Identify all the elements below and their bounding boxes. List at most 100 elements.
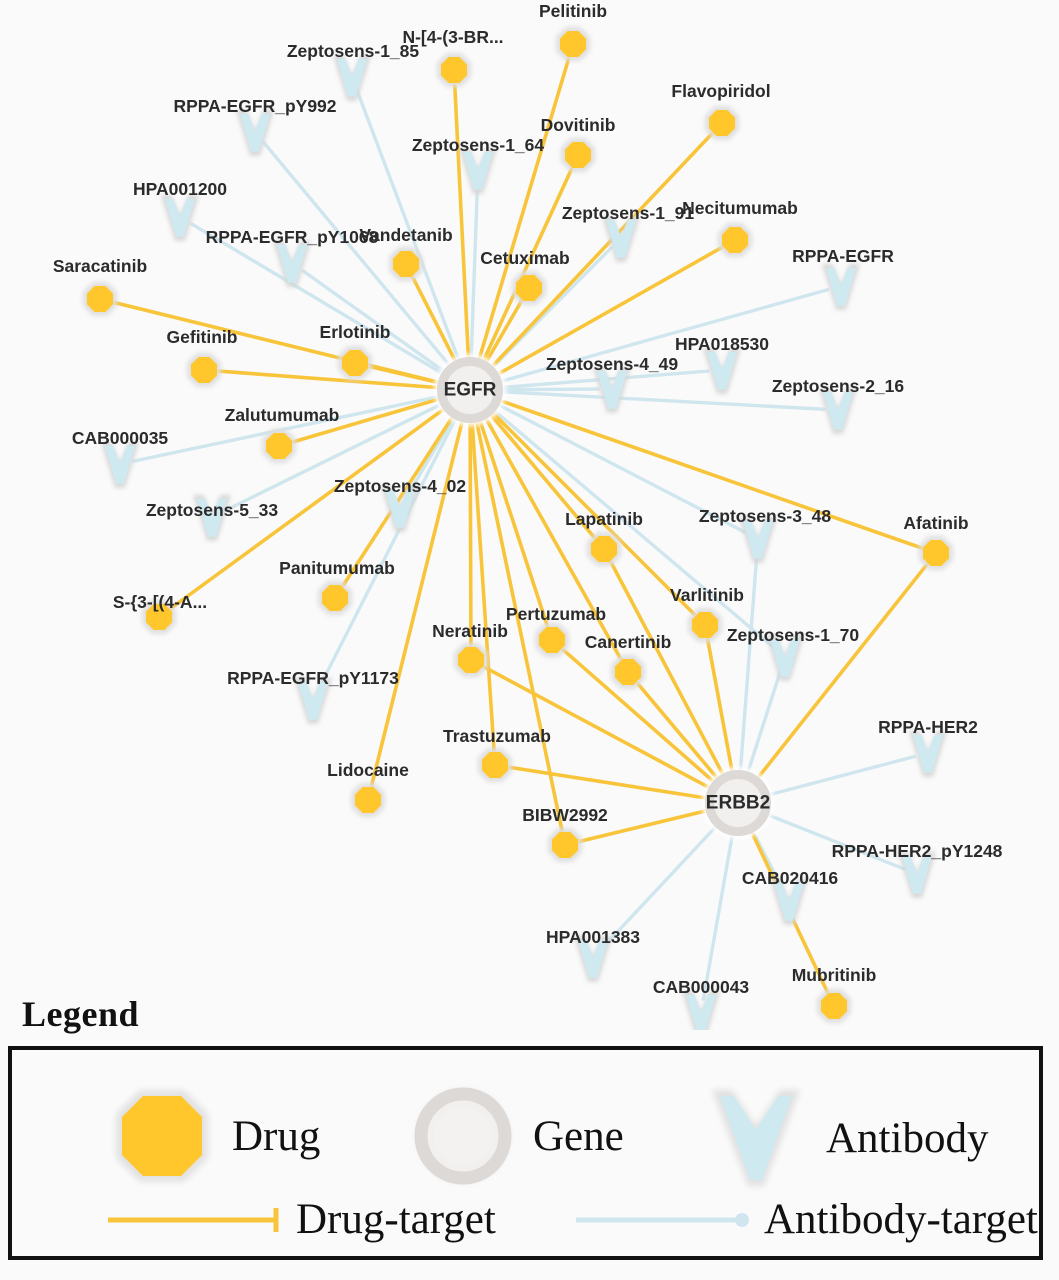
drug-target-edge[interactable]: [634, 680, 721, 782]
gene-node[interactable]: [702, 767, 774, 839]
antibody-target-edge[interactable]: [497, 389, 826, 411]
drug-target-edge[interactable]: [481, 664, 713, 791]
drug-target-edge[interactable]: [216, 369, 441, 390]
drug-node[interactable]: [437, 53, 471, 87]
antibody-target-edge[interactable]: [131, 394, 444, 463]
antibody-node[interactable]: [161, 194, 199, 241]
gene-node[interactable]: [434, 354, 506, 426]
antibody-target-edge[interactable]: [497, 387, 600, 392]
antibody-target-edge[interactable]: [496, 288, 830, 384]
drug-node[interactable]: [705, 106, 739, 140]
drug-target-edge[interactable]: [495, 244, 725, 377]
drug-target-edge[interactable]: [477, 417, 550, 629]
antibody-target-edge[interactable]: [494, 401, 748, 535]
antibody-node[interactable]: [703, 347, 741, 394]
drug-node[interactable]: [478, 748, 512, 782]
antibody-target-edge[interactable]: [745, 668, 783, 778]
antibody-target-edge[interactable]: [600, 822, 720, 950]
drug-node[interactable]: [142, 600, 176, 634]
drug-target-edge[interactable]: [470, 419, 496, 753]
drug-target-edge[interactable]: [560, 647, 717, 785]
drug-target-edge[interactable]: [476, 55, 572, 362]
drug-target-edge[interactable]: [755, 562, 930, 781]
antibody-node[interactable]: [236, 109, 274, 156]
drug-node[interactable]: [535, 623, 569, 657]
antibody-target-edge[interactable]: [317, 414, 459, 690]
antibody-node[interactable]: [574, 935, 612, 982]
drug-target-edge[interactable]: [483, 298, 525, 365]
antibody-target-edge[interactable]: [262, 141, 454, 370]
drug-node-layer[interactable]: [83, 27, 953, 1023]
antibody-node[interactable]: [273, 240, 311, 287]
antibody-node[interactable]: [766, 634, 804, 681]
node-label: Afatinib: [903, 513, 968, 533]
drug-target-edge[interactable]: [497, 398, 925, 551]
antibody-target-edge[interactable]: [490, 407, 777, 650]
drug-target-edge[interactable]: [705, 637, 735, 774]
drug-node[interactable]: [187, 353, 221, 387]
drug-target-edge[interactable]: [367, 364, 442, 385]
drug-node[interactable]: [318, 581, 352, 615]
antibody-node[interactable]: [381, 485, 419, 532]
antibody-node[interactable]: [770, 878, 808, 925]
drug-node[interactable]: [611, 655, 645, 689]
drug-node[interactable]: [556, 27, 590, 61]
antibody-node[interactable]: [822, 263, 860, 310]
drug-node[interactable]: [688, 608, 722, 642]
antibody-target-edge[interactable]: [764, 754, 917, 798]
drug-target-edge[interactable]: [480, 166, 575, 364]
drug-node[interactable]: [548, 828, 582, 862]
antibody-node[interactable]: [333, 54, 371, 101]
antibody-target-edge[interactable]: [738, 551, 759, 776]
antibody-target-edge[interactable]: [701, 829, 735, 1001]
drug-target-edge[interactable]: [489, 131, 715, 370]
drug-target-edge[interactable]: [577, 808, 710, 844]
antibody-node[interactable]: [101, 441, 139, 488]
drug-target-edge[interactable]: [489, 409, 698, 618]
drug-target-edge[interactable]: [487, 411, 597, 541]
antibody-node[interactable]: [739, 516, 777, 563]
drug-target-edge[interactable]: [507, 765, 709, 801]
drug-node[interactable]: [587, 532, 621, 566]
drug-node[interactable]: [561, 138, 595, 172]
drug-node[interactable]: [83, 282, 117, 316]
drug-target-edge[interactable]: [608, 559, 726, 778]
drug-node[interactable]: [389, 247, 423, 281]
antibody-node[interactable]: [819, 387, 857, 434]
drug-node[interactable]: [454, 643, 488, 677]
drug-node[interactable]: [919, 536, 953, 570]
antibody-node[interactable]: [459, 147, 497, 194]
antibody-target-edge[interactable]: [763, 811, 906, 871]
antibody-node[interactable]: [909, 730, 947, 777]
drug-target-edge[interactable]: [369, 418, 465, 788]
drug-target-edge[interactable]: [452, 82, 471, 361]
gene-node-label: ERBB2: [706, 793, 770, 814]
drug-target-edge[interactable]: [468, 419, 473, 648]
drug-node[interactable]: [338, 346, 372, 380]
antibody-target-edge[interactable]: [222, 401, 446, 513]
drug-target-edge[interactable]: [483, 415, 624, 662]
antibody-node[interactable]: [602, 215, 640, 262]
drug-node[interactable]: [351, 783, 385, 817]
antibody-node[interactable]: [193, 494, 231, 541]
antibody-node[interactable]: [294, 677, 332, 724]
antibody-node[interactable]: [682, 990, 720, 1030]
drug-target-edge[interactable]: [290, 396, 442, 445]
gene-node-layer[interactable]: [434, 354, 774, 839]
drug-node[interactable]: [262, 429, 296, 463]
drug-target-edge[interactable]: [410, 274, 459, 365]
drug-target-edge[interactable]: [168, 406, 447, 611]
antibody-node-layer[interactable]: [101, 54, 947, 1030]
antibody-node[interactable]: [593, 366, 631, 413]
drug-target-edge[interactable]: [474, 418, 565, 833]
drug-target-edge[interactable]: [340, 414, 456, 589]
antibody-node[interactable]: [898, 851, 936, 898]
drug-node[interactable]: [718, 223, 752, 257]
drug-node[interactable]: [512, 271, 546, 305]
antibody-target-edge[interactable]: [301, 269, 449, 375]
antibody-target-edge[interactable]: [190, 222, 447, 377]
drug-node[interactable]: [817, 989, 851, 1023]
network-graph[interactable]: Zeptosens-1_85 RPPA-EGFR_pY992 Zeptosens-1…: [0, 0, 1059, 1030]
antibody-target-edge[interactable]: [469, 182, 480, 363]
antibody-target-edge[interactable]: [355, 88, 462, 365]
